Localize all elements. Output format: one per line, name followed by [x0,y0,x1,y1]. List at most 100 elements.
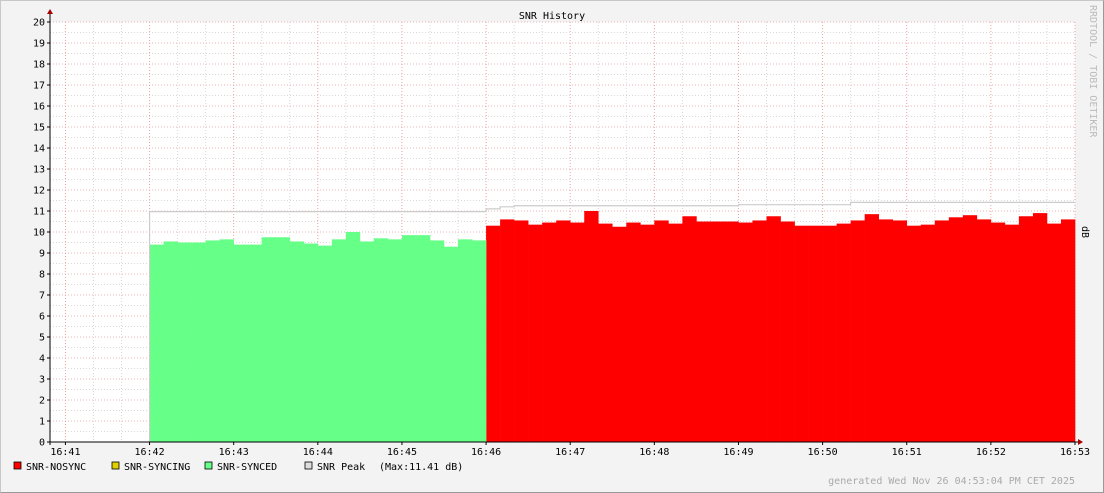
y-tick-label: 7 [39,291,45,302]
data-bar-snr-synced [401,235,417,442]
data-bar-snr-nosync [542,222,557,442]
chart-title: SNR History [519,11,585,22]
y-tick-label: 12 [33,186,45,197]
y-tick-label: 0 [39,438,45,449]
y-tick-label: 16 [33,102,45,113]
y-tick-label: 11 [33,207,45,218]
data-bar-snr-nosync [654,220,669,442]
x-tick-label: 16:49 [723,447,753,458]
data-bar-snr-nosync [934,220,950,442]
data-bar-snr-synced [472,240,487,442]
data-bar-snr-nosync [976,219,992,442]
peak-line [148,201,1075,442]
legend-label: SNR-NOSYNC [26,462,86,473]
data-bar-snr-nosync [1046,223,1062,442]
data-bar-snr-nosync [920,224,936,442]
data-bar-snr-synced [149,244,164,442]
y-tick-label: 1 [39,417,45,428]
data-bar-snr-nosync [822,225,837,442]
legend-label: SNR Peak [317,462,365,473]
x-tick-label: 16:48 [639,447,669,458]
legend-label: SNR-SYNCED [217,462,277,473]
data-bar-snr-nosync [752,220,767,442]
data-bar-snr-nosync [948,217,964,442]
data-bar-snr-nosync [738,222,753,442]
data-bar-snr-synced [261,237,277,442]
data-bar-snr-nosync [990,222,1006,442]
data-bar-snr-nosync [612,226,627,442]
data-bar-snr-synced [331,239,347,442]
x-tick-label: 16:46 [471,447,501,458]
data-bar-snr-nosync [640,224,655,442]
x-tick-label: 16:47 [555,447,585,458]
data-bar-snr-synced [275,237,291,442]
peak-max-note: (Max:11.41 dB) [379,462,463,473]
y-axis-arrow-icon [47,9,53,14]
data-bar-snr-nosync [528,224,543,442]
data-bar-snr-synced [373,238,389,442]
x-tick-label: 16:43 [219,447,249,458]
data-bar-snr-nosync [766,216,781,442]
data-bar-snr-nosync [584,211,599,442]
data-bar-snr-nosync [724,221,739,442]
x-tick-label: 16:51 [892,447,922,458]
data-bar-snr-synced [233,244,249,442]
data-bar-snr-nosync [1032,213,1048,442]
y-tick-label: 9 [39,249,45,260]
x-tick-label: 16:44 [303,447,333,458]
data-bar-snr-nosync [598,223,613,442]
x-axis-arrow-icon [1078,439,1083,445]
data-bar-snr-synced [429,240,445,442]
y-tick-label: 15 [33,123,45,134]
data-bar-snr-synced [163,241,178,442]
generated-timestamp: generated Wed Nov 26 04:53:04 PM CET 202… [828,476,1075,487]
data-bar-snr-nosync [556,220,571,442]
legend-label: SNR-SYNCING [124,462,190,473]
series-areas [149,211,1076,442]
data-bar-snr-synced [177,242,192,442]
y-tick-label: 19 [33,39,45,50]
y-tick-label: 2 [39,396,45,407]
snr-peak-line [148,201,1075,442]
data-bar-snr-nosync [1060,219,1076,442]
legend-swatch [304,461,313,470]
data-bar-snr-nosync [486,225,501,442]
data-bar-snr-synced [317,245,333,442]
y-tick-label: 5 [39,333,45,344]
data-bar-snr-synced [303,243,319,442]
data-bar-snr-synced [345,232,361,442]
data-bar-snr-nosync [1004,224,1020,442]
y-tick-label: 18 [33,60,45,71]
y-tick-label: 8 [39,270,45,281]
x-tick-label: 16:53 [1060,447,1090,458]
x-tick-label: 16:41 [50,447,80,458]
y-tick-label: 3 [39,375,45,386]
data-bar-snr-nosync [500,219,515,442]
data-bar-snr-nosync [794,225,809,442]
y-tick-label: 10 [33,228,45,239]
data-bar-snr-nosync [808,225,823,442]
data-bar-snr-nosync [1018,216,1034,442]
data-bar-snr-nosync [850,220,865,442]
y-tick-label: 13 [33,165,45,176]
data-bar-snr-synced [191,242,206,442]
data-bar-snr-nosync [514,220,529,442]
x-tick-label: 16:50 [808,447,838,458]
y-tick-label: 4 [39,354,45,365]
y-tick-label: 6 [39,312,45,323]
data-bar-snr-synced [289,241,305,442]
data-bar-snr-synced [359,241,375,442]
data-bar-snr-nosync [878,219,894,442]
data-bar-snr-nosync [570,222,585,442]
legend-swatch [13,461,22,470]
y-tick-label: 14 [33,144,45,155]
data-bar-snr-synced [458,239,473,442]
data-bar-snr-nosync [710,221,725,442]
data-bar-snr-nosync [626,222,641,442]
x-tick-label: 16:42 [135,447,165,458]
legend-swatch [111,461,120,470]
x-tick-label: 16:45 [387,447,417,458]
data-bar-snr-nosync [836,223,851,442]
data-bar-snr-synced [444,246,459,442]
